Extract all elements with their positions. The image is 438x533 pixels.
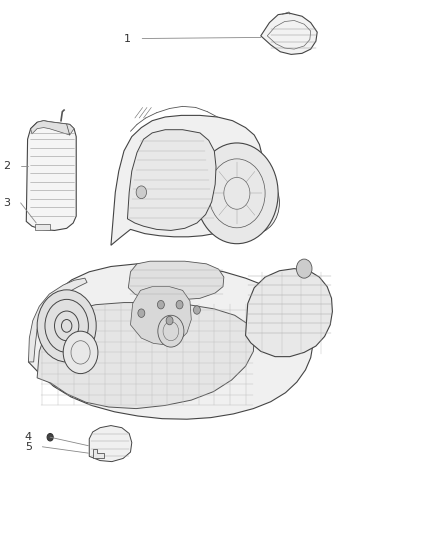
Circle shape	[176, 301, 183, 309]
Circle shape	[158, 316, 184, 347]
Circle shape	[297, 259, 312, 278]
Polygon shape	[89, 425, 132, 462]
Polygon shape	[31, 120, 74, 135]
Circle shape	[37, 290, 96, 362]
Polygon shape	[111, 115, 263, 245]
Circle shape	[63, 331, 98, 374]
Polygon shape	[127, 130, 216, 230]
Circle shape	[47, 433, 53, 441]
Polygon shape	[28, 264, 313, 419]
Polygon shape	[37, 303, 254, 409]
Polygon shape	[128, 261, 224, 301]
Circle shape	[194, 306, 201, 314]
Text: 3: 3	[3, 198, 10, 208]
Polygon shape	[131, 287, 191, 345]
Polygon shape	[246, 269, 332, 357]
Text: 2: 2	[3, 161, 10, 171]
Polygon shape	[93, 449, 104, 458]
Text: 1: 1	[124, 34, 131, 44]
Circle shape	[138, 309, 145, 317]
Polygon shape	[35, 224, 50, 230]
Polygon shape	[26, 120, 76, 230]
Circle shape	[166, 317, 173, 325]
Text: 4: 4	[25, 432, 32, 442]
Polygon shape	[28, 278, 87, 362]
Circle shape	[136, 186, 147, 199]
Circle shape	[229, 172, 279, 233]
Circle shape	[157, 301, 164, 309]
Polygon shape	[261, 13, 317, 54]
Text: 5: 5	[25, 442, 32, 452]
Circle shape	[196, 143, 278, 244]
